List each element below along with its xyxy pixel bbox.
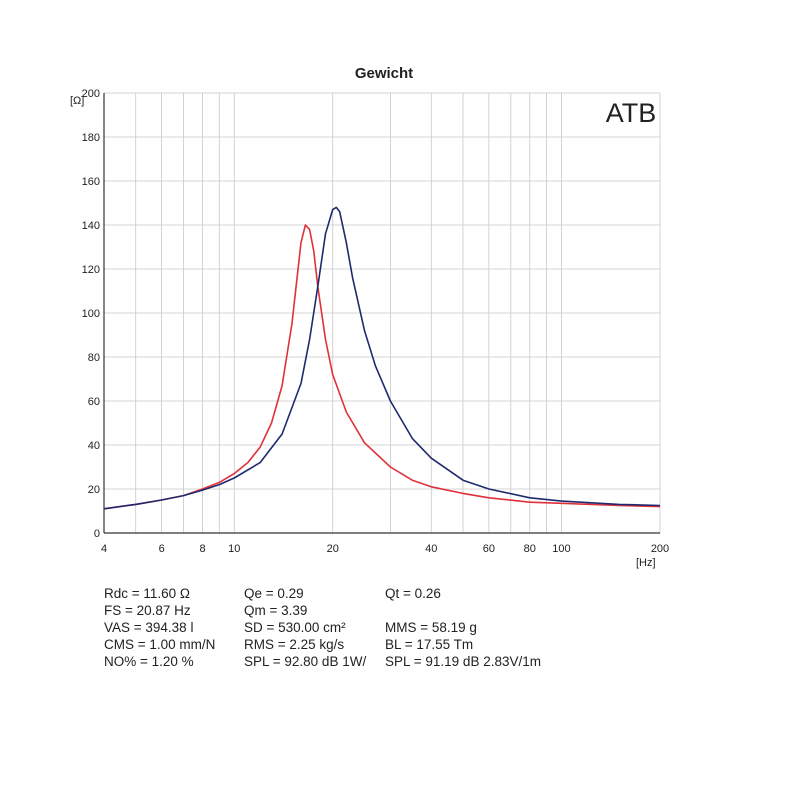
chart-title: Gewicht — [355, 65, 413, 82]
x-tick-label: 60 — [483, 543, 495, 555]
y-tick-label: 80 — [88, 352, 100, 364]
y-tick-label: 40 — [88, 440, 100, 452]
y-tick-label: 180 — [82, 132, 100, 144]
y-tick-label: 120 — [82, 264, 100, 276]
x-tick-label: 200 — [651, 543, 669, 555]
y-axis-unit: [Ω] — [70, 95, 84, 107]
impedance-curve-blue — [103, 206, 661, 510]
y-tick-label: 60 — [88, 396, 100, 408]
y-tick-label: 200 — [82, 88, 100, 100]
y-tick-label: 100 — [82, 308, 100, 320]
x-tick-label: 4 — [101, 543, 107, 555]
x-tick-label: 80 — [524, 543, 536, 555]
x-tick-label: 100 — [552, 543, 570, 555]
x-tick-label: 8 — [199, 543, 205, 555]
tick-labels: 4 6 8 10 20 40 60 80 100 200 0 20 40 60 80 100 120 140 160… — [82, 88, 670, 555]
y-tick-label: 0 — [94, 528, 100, 540]
y-tick-label: 140 — [82, 220, 100, 232]
brand-label: ATB — [606, 98, 657, 128]
x-tick-label: 20 — [327, 543, 339, 555]
y-tick-label: 20 — [88, 484, 100, 496]
grid — [103, 92, 661, 534]
x-tick-label: 10 — [228, 543, 240, 555]
impedance-curve-red — [103, 224, 661, 510]
series-lines — [103, 206, 661, 510]
x-axis-unit: [Hz] — [636, 557, 656, 569]
x-tick-label: 40 — [425, 543, 437, 555]
x-tick-label: 6 — [159, 543, 165, 555]
y-tick-label: 160 — [82, 176, 100, 188]
